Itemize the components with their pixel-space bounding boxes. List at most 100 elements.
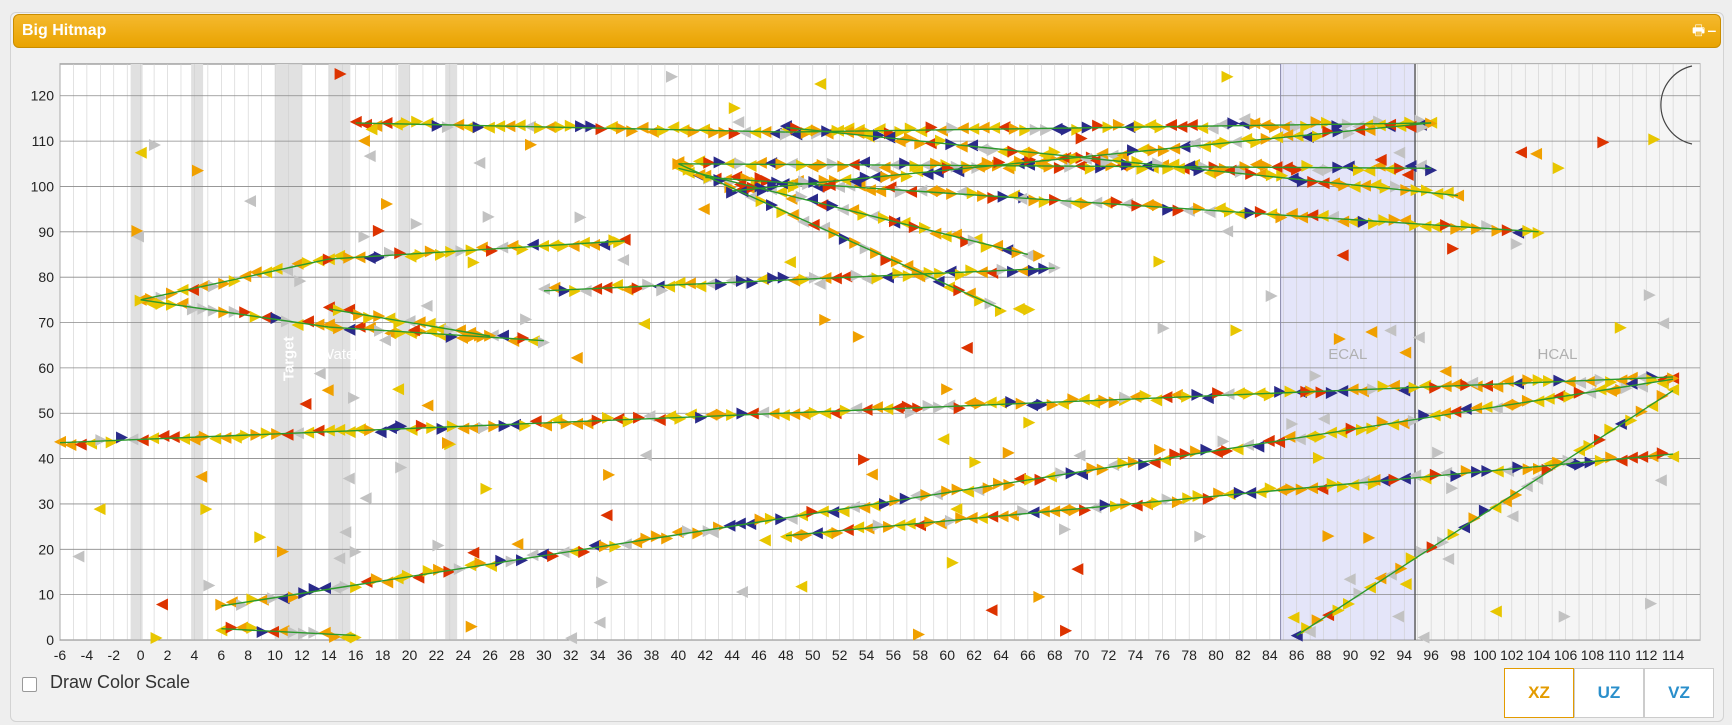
hit-marker	[1221, 225, 1234, 238]
x-tick-label: 74	[1128, 647, 1144, 663]
hit-marker	[1584, 456, 1597, 469]
hit-marker	[914, 519, 927, 532]
x-tick-label: 6	[217, 647, 225, 663]
hit-marker	[1333, 332, 1346, 345]
hit-marker	[480, 482, 493, 495]
hit-marker	[1005, 396, 1018, 409]
track-fit-line	[678, 163, 1002, 310]
hit-marker	[705, 408, 718, 421]
hit-marker	[985, 604, 998, 617]
hit-marker	[1384, 118, 1397, 131]
track-fit-line	[221, 627, 356, 637]
hit-marker	[827, 506, 840, 519]
draw-color-scale-checkbox[interactable]	[22, 677, 37, 692]
hit-marker	[1192, 490, 1205, 503]
track-fit-line	[785, 126, 1459, 197]
hit-marker	[865, 468, 878, 481]
track-fit-line	[785, 122, 1432, 133]
hit-marker	[537, 336, 550, 349]
hit-marker	[1015, 192, 1028, 205]
hit-marker	[567, 239, 580, 252]
hit-marker	[850, 402, 863, 415]
hit-marker	[200, 503, 213, 516]
hit-marker	[511, 538, 524, 551]
hit-marker	[1466, 376, 1479, 389]
hit-marker	[1191, 388, 1204, 401]
hit-marker	[1003, 478, 1016, 491]
hit-marker	[472, 121, 485, 134]
x-tick-label: 20	[402, 647, 418, 663]
hit-marker	[613, 236, 626, 249]
hit-marker	[373, 251, 386, 264]
hit-marker	[950, 503, 963, 516]
hit-marker	[1615, 454, 1628, 467]
uz-view-button[interactable]: UZ	[1574, 668, 1644, 718]
hit-marker	[1071, 563, 1084, 576]
hit-marker	[136, 434, 149, 447]
hit-marker	[966, 139, 979, 152]
hit-marker	[322, 301, 335, 314]
hit-marker	[1013, 472, 1026, 485]
hit-marker	[1137, 143, 1150, 156]
hit-marker	[1265, 290, 1278, 303]
hit-marker	[777, 178, 790, 191]
hit-marker	[1510, 488, 1523, 501]
hit-marker	[1643, 289, 1656, 302]
hit-marker	[872, 519, 885, 532]
hit-marker	[808, 271, 821, 284]
hit-marker	[1033, 249, 1046, 262]
hit-marker	[1309, 369, 1322, 382]
hit-marker	[1656, 447, 1669, 460]
y-tick-label: 20	[38, 541, 54, 557]
track-fit-line	[705, 176, 1539, 233]
track-fit-line	[221, 378, 1674, 607]
hit-marker	[1532, 226, 1545, 239]
hit-marker	[1428, 409, 1441, 422]
hit-marker	[1543, 375, 1556, 388]
hit-marker	[524, 138, 537, 151]
hit-marker	[294, 275, 307, 288]
hit-marker	[818, 174, 831, 187]
hit-marker	[529, 415, 542, 428]
hit-marker	[467, 256, 480, 269]
hit-marker	[333, 249, 346, 262]
hit-marker	[749, 126, 762, 139]
hit-marker	[421, 399, 434, 412]
hit-marker	[1193, 202, 1206, 215]
hit-marker	[671, 526, 684, 539]
hit-marker	[1265, 169, 1278, 182]
hit-marker	[939, 230, 952, 243]
track-fit-line	[785, 453, 1674, 537]
hit-marker	[941, 485, 954, 498]
hit-marker	[249, 266, 262, 279]
hit-marker	[1625, 414, 1638, 427]
hit-marker	[1419, 220, 1432, 233]
hit-marker	[642, 278, 655, 291]
hit-marker	[1348, 180, 1361, 193]
print-icon[interactable]: 🖶	[1692, 22, 1706, 38]
hit-marker	[436, 422, 449, 435]
hit-marker	[145, 292, 158, 305]
hit-marker	[937, 433, 950, 446]
hit-marker	[814, 78, 827, 91]
hit-marker	[578, 545, 591, 558]
hit-marker	[697, 203, 710, 216]
hit-marker	[1352, 164, 1365, 177]
xz-view-button[interactable]: XZ	[1504, 668, 1574, 718]
hit-marker	[567, 545, 580, 558]
hit-marker	[858, 453, 871, 466]
hit-marker	[692, 527, 705, 540]
hit-marker	[1425, 164, 1438, 177]
hit-marker	[1521, 394, 1534, 407]
vz-view-button[interactable]: VZ	[1644, 668, 1714, 718]
minimize-icon[interactable]: ‒	[1708, 22, 1716, 38]
hit-marker	[765, 157, 778, 170]
hit-marker	[1553, 374, 1566, 387]
hit-marker	[1337, 215, 1350, 228]
y-tick-label: 90	[38, 224, 54, 240]
hit-marker	[1405, 552, 1418, 565]
hit-marker	[1086, 462, 1099, 475]
hit-marker	[919, 221, 932, 234]
hit-marker	[902, 269, 915, 282]
hit-marker	[664, 410, 677, 423]
